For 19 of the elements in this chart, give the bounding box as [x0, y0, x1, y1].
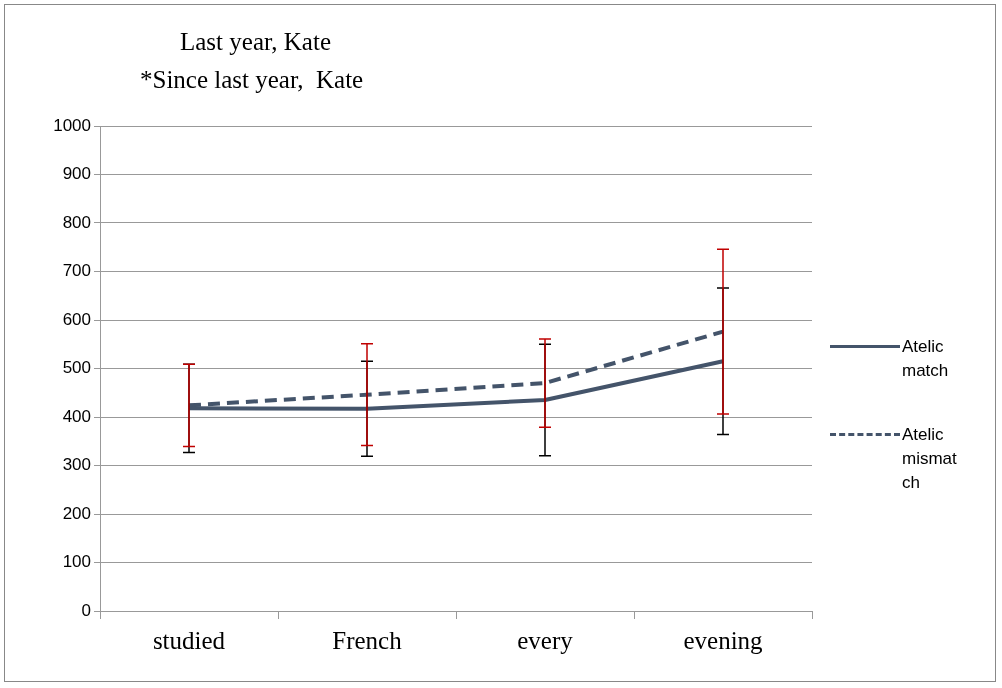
chart-subtitle: *Since last year, Kate	[140, 66, 364, 94]
x-tick-label: studied	[152, 626, 226, 654]
y-tick-label: 400	[62, 406, 91, 426]
legend-label: Atelic mismatch	[902, 424, 958, 494]
y-tick-label: 900	[62, 164, 91, 184]
y-tick-label: 800	[62, 212, 91, 232]
chart-title: Last year, Kate	[180, 28, 332, 56]
legend-label: Atelic match	[902, 336, 950, 382]
y-tick-label: 600	[62, 309, 91, 329]
y-tick-label: 700	[62, 261, 91, 281]
x-tick-label: every	[517, 626, 574, 654]
y-tick-label: 200	[62, 503, 91, 523]
x-tick-label: evening	[683, 626, 764, 654]
y-tick-label: 300	[62, 455, 91, 475]
y-tick-label: 100	[62, 552, 91, 572]
y-tick-label: 1000	[53, 115, 91, 135]
y-tick-label: 500	[62, 358, 91, 378]
y-tick-label: 0	[81, 600, 91, 620]
x-tick-label: French	[332, 626, 403, 654]
